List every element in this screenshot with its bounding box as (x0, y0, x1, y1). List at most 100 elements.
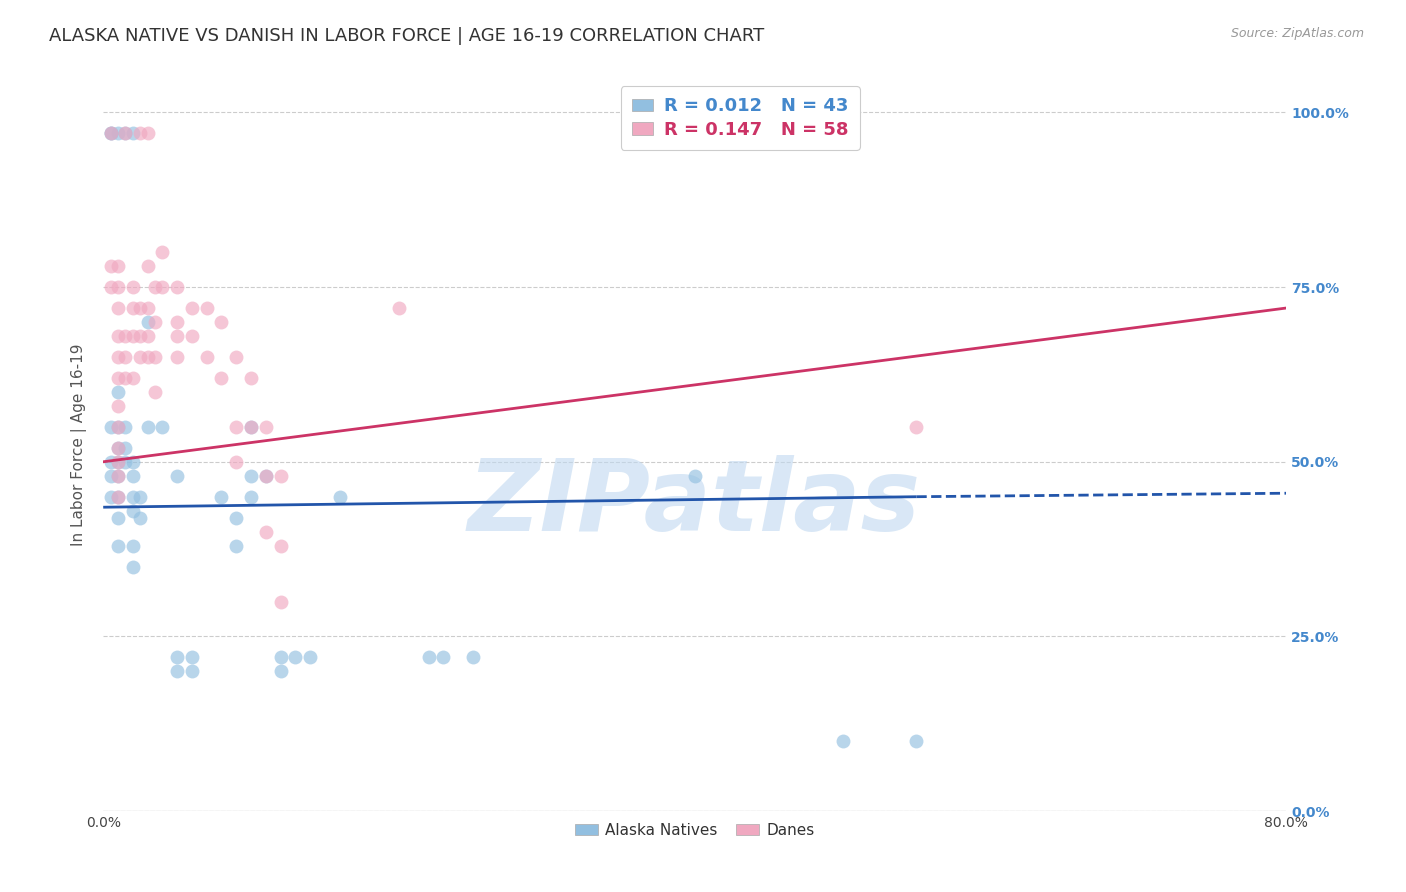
Point (270, 665, 292, 679)
Point (121, 490, 143, 504)
Point (121, 559, 143, 574)
Point (254, 420, 277, 434)
Point (121, 280, 143, 294)
Point (136, 126, 159, 140)
Point (121, 371, 143, 385)
Point (240, 490, 263, 504)
Point (121, 301, 143, 315)
Point (136, 420, 159, 434)
Point (166, 665, 188, 679)
Point (107, 455, 129, 469)
Point (114, 126, 136, 140)
Point (100, 126, 122, 140)
Point (107, 329, 129, 343)
Point (107, 126, 129, 140)
Point (418, 650, 440, 665)
Point (181, 329, 204, 343)
Point (136, 329, 159, 343)
Point (143, 384, 166, 399)
Point (166, 315, 188, 329)
Point (143, 280, 166, 294)
Point (270, 468, 292, 483)
Point (905, 420, 928, 434)
Point (270, 594, 292, 608)
Point (388, 301, 411, 315)
Point (181, 665, 204, 679)
Text: ALASKA NATIVE VS DANISH IN LABOR FORCE | AGE 16-19 CORRELATION CHART: ALASKA NATIVE VS DANISH IN LABOR FORCE |… (49, 27, 765, 45)
Point (129, 510, 152, 524)
Point (143, 315, 166, 329)
Point (270, 650, 292, 665)
Point (195, 301, 218, 315)
Point (100, 420, 122, 434)
Point (129, 350, 152, 364)
Point (107, 280, 129, 294)
Point (136, 259, 159, 273)
Text: Source: ZipAtlas.com: Source: ZipAtlas.com (1230, 27, 1364, 40)
Point (121, 468, 143, 483)
Point (166, 350, 188, 364)
Point (114, 371, 136, 385)
Text: ZIPatlas: ZIPatlas (468, 455, 921, 551)
Point (683, 468, 706, 483)
Point (240, 420, 263, 434)
Point (299, 650, 322, 665)
Point (254, 468, 277, 483)
Point (129, 301, 152, 315)
Point (121, 126, 143, 140)
Point (254, 524, 277, 539)
Point (107, 490, 129, 504)
Point (831, 734, 853, 748)
Point (211, 371, 233, 385)
Point (225, 350, 247, 364)
Point (166, 650, 188, 665)
Point (100, 126, 122, 140)
Point (107, 371, 129, 385)
Point (114, 441, 136, 455)
Point (121, 504, 143, 518)
Point (100, 490, 122, 504)
Point (100, 468, 122, 483)
Point (211, 315, 233, 329)
Point (254, 468, 277, 483)
Point (284, 650, 307, 665)
Point (121, 539, 143, 553)
Point (270, 539, 292, 553)
Point (107, 350, 129, 364)
Point (129, 329, 152, 343)
Point (905, 734, 928, 748)
Point (114, 420, 136, 434)
Point (432, 650, 454, 665)
Point (100, 455, 122, 469)
Point (225, 420, 247, 434)
Point (461, 650, 484, 665)
Point (100, 259, 122, 273)
Point (240, 468, 263, 483)
Point (136, 301, 159, 315)
Point (150, 245, 173, 260)
Point (107, 301, 129, 315)
Point (150, 420, 173, 434)
Point (240, 371, 263, 385)
Point (225, 510, 247, 524)
Point (240, 420, 263, 434)
Point (107, 399, 129, 413)
Point (107, 468, 129, 483)
Point (107, 384, 129, 399)
Point (143, 350, 166, 364)
Point (136, 350, 159, 364)
Point (181, 301, 204, 315)
Point (329, 490, 352, 504)
Point (114, 350, 136, 364)
Point (114, 126, 136, 140)
Point (107, 510, 129, 524)
Point (195, 350, 218, 364)
Point (107, 441, 129, 455)
Point (107, 455, 129, 469)
Point (107, 420, 129, 434)
Point (107, 259, 129, 273)
Point (166, 468, 188, 483)
Point (107, 490, 129, 504)
Point (100, 280, 122, 294)
Legend: Alaska Natives, Danes: Alaska Natives, Danes (568, 817, 821, 844)
